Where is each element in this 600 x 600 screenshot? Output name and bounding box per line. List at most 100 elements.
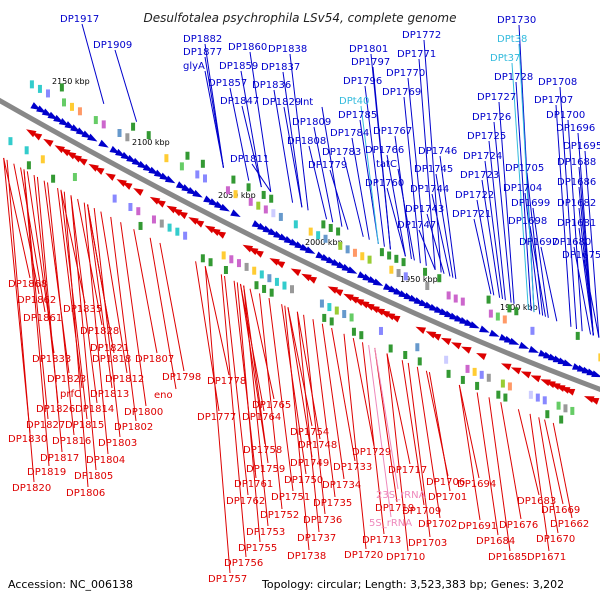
leader-line bbox=[403, 96, 421, 264]
reverse-gene-arrow bbox=[564, 388, 576, 396]
leader-line bbox=[273, 89, 294, 203]
reverse-gene-arrow bbox=[583, 396, 595, 403]
reverse-gene-arrow bbox=[60, 148, 71, 157]
reverse-gene-arrow bbox=[94, 166, 105, 175]
gene-label: DP1720 bbox=[344, 550, 383, 561]
reverse-gene-arrow bbox=[177, 211, 188, 220]
gene-label: DP1751 bbox=[271, 492, 310, 503]
gene-label: DP1758 bbox=[243, 445, 282, 456]
gene-label: DP1745 bbox=[414, 164, 453, 175]
leader-line bbox=[20, 167, 46, 313]
gene-label: DP1909 bbox=[93, 40, 132, 51]
rrna-label: 23S_rRNA bbox=[376, 490, 426, 501]
leader-line bbox=[352, 337, 375, 447]
gene-label: DP1702 bbox=[418, 519, 457, 530]
feature-marker bbox=[475, 381, 480, 390]
cog-category-block bbox=[175, 227, 180, 236]
gene-label: DP1676 bbox=[499, 520, 538, 531]
leader-line bbox=[573, 246, 592, 335]
reverse-gene-arrow bbox=[461, 346, 472, 354]
leader-line bbox=[418, 229, 436, 271]
feature-marker bbox=[59, 83, 64, 92]
cog-category-block bbox=[342, 310, 347, 319]
cog-category-block bbox=[256, 201, 261, 210]
reverse-gene-arrow bbox=[204, 225, 216, 234]
gene-label: DP1857 bbox=[208, 78, 247, 89]
gene-label: DP1806 bbox=[66, 488, 105, 499]
feature-marker bbox=[262, 284, 267, 293]
leader-line bbox=[239, 283, 266, 445]
leader-line bbox=[423, 39, 442, 273]
gene-label: DP1760 bbox=[365, 178, 404, 189]
leader-line bbox=[498, 101, 515, 304]
leader-line bbox=[552, 422, 573, 519]
reverse-gene-arrow bbox=[54, 145, 65, 154]
forward-strand-labels: DP1917 DP1909 DP1882 DP1877 glyA DP1860 … bbox=[60, 14, 600, 261]
cog-category-block bbox=[542, 396, 547, 405]
reverse-gene-arrow bbox=[105, 173, 116, 181]
feature-marker bbox=[486, 295, 491, 304]
reverse-gene-arrow bbox=[554, 384, 566, 392]
gene-label: DP1729 bbox=[352, 447, 391, 458]
leader-line bbox=[481, 179, 501, 298]
cog-category-block bbox=[308, 227, 313, 236]
leader-line bbox=[249, 51, 272, 192]
leader-line bbox=[524, 192, 541, 315]
leader-line bbox=[321, 323, 345, 480]
leader-line bbox=[517, 409, 540, 496]
leader-line bbox=[343, 333, 367, 550]
reverse-gene-arrow bbox=[193, 219, 205, 228]
feature-marker bbox=[507, 304, 512, 313]
reverse-gene-arrow bbox=[210, 228, 221, 236]
gene-label: DP1713 bbox=[362, 535, 401, 546]
cog-category-block bbox=[453, 294, 458, 303]
gene-label: DP1683 bbox=[517, 496, 556, 507]
gene-label: DP1748 bbox=[298, 440, 337, 451]
feature-marker bbox=[138, 221, 143, 230]
gene-label: DP1868 bbox=[8, 279, 47, 290]
forward-gene-arrow bbox=[489, 329, 500, 337]
reverse-gene-arrow bbox=[476, 352, 487, 361]
cog-category-block bbox=[259, 270, 264, 279]
gene-label: DP1828 bbox=[80, 326, 119, 337]
cog-category-block bbox=[101, 120, 106, 129]
gene-label: DP1765 bbox=[252, 400, 291, 411]
gene-label: DP1809 bbox=[292, 117, 331, 128]
gene-label: DP1755 bbox=[238, 543, 277, 554]
leader-line bbox=[313, 126, 334, 223]
reverse-gene-arrow bbox=[155, 199, 166, 208]
leader-line bbox=[204, 70, 224, 168]
cog-category-block bbox=[570, 406, 575, 415]
leader-line bbox=[287, 307, 313, 458]
gene-label: DP1705 bbox=[505, 163, 544, 174]
gene-label: DP1819 bbox=[27, 467, 66, 478]
gene-label: DP1777 bbox=[197, 412, 236, 423]
feature-marker bbox=[254, 281, 259, 290]
gene-label: DP1662 bbox=[550, 519, 589, 530]
accession-text: Accession: NC_006138 bbox=[8, 578, 133, 591]
leader-line bbox=[229, 87, 250, 181]
leader-line bbox=[515, 81, 532, 311]
leader-line bbox=[259, 293, 283, 510]
cog-category-block bbox=[327, 303, 332, 312]
gene-label: DP1737 bbox=[297, 533, 336, 544]
leader-line bbox=[100, 211, 128, 374]
gene-label: prfC bbox=[60, 389, 81, 400]
leader-line bbox=[368, 345, 392, 518]
genome-summary-text: Topology: circular; Length: 3,523,383 bp… bbox=[261, 578, 564, 591]
feature-marker bbox=[269, 194, 274, 203]
leader-line bbox=[567, 119, 583, 332]
forward-gene-arrow bbox=[372, 278, 384, 286]
gene-label: DP1821 bbox=[90, 343, 129, 354]
reverse-gene-arrow bbox=[389, 315, 401, 323]
gene-label: DP1762 bbox=[226, 496, 265, 507]
cog-category-block bbox=[151, 215, 156, 224]
leader-line bbox=[343, 156, 364, 237]
gene-label: DP1708 bbox=[538, 77, 577, 88]
forward-gene-arrow bbox=[219, 203, 230, 212]
gene-label: DP1704 bbox=[503, 183, 542, 194]
cog-category-block bbox=[293, 220, 298, 229]
gene-feature-glyphs bbox=[8, 80, 600, 424]
reverse-gene-arrow bbox=[269, 258, 280, 266]
leader-line bbox=[555, 104, 572, 327]
